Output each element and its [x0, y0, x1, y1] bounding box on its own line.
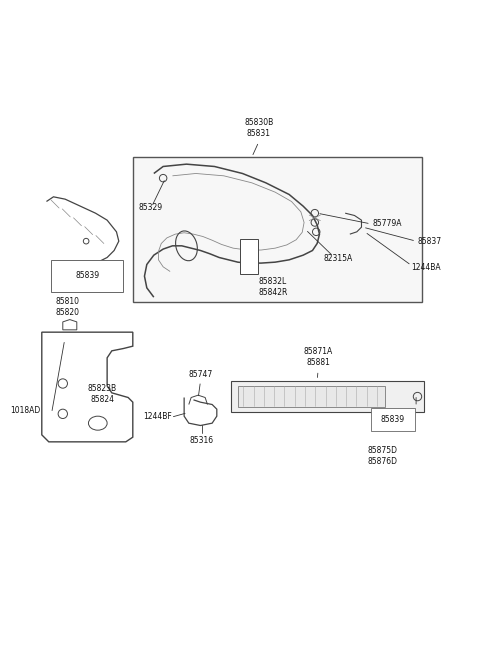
Text: 85823B
85824: 85823B 85824 — [88, 384, 117, 404]
Bar — [240, 239, 258, 274]
Text: 85837: 85837 — [418, 236, 442, 246]
Text: 85747: 85747 — [188, 370, 213, 379]
Bar — [238, 386, 385, 407]
Bar — [51, 260, 123, 293]
Text: 85875D
85876D: 85875D 85876D — [368, 445, 397, 466]
Text: 1244BA: 1244BA — [411, 263, 441, 272]
Text: 85839: 85839 — [75, 271, 99, 280]
Text: 1018AD: 1018AD — [11, 406, 41, 415]
Text: 85832L
85842R: 85832L 85842R — [258, 277, 288, 297]
Bar — [133, 157, 422, 302]
Text: 82315A: 82315A — [323, 254, 352, 263]
Bar — [231, 381, 424, 411]
Text: 85839: 85839 — [381, 415, 405, 424]
Bar — [371, 408, 415, 431]
Text: 85810
85820: 85810 85820 — [56, 297, 80, 318]
Text: 85779A: 85779A — [372, 219, 402, 229]
Text: 85329: 85329 — [139, 202, 163, 212]
Text: 85316: 85316 — [190, 436, 214, 445]
Text: 1244BF: 1244BF — [143, 412, 171, 421]
Text: 85871A
85881: 85871A 85881 — [303, 347, 333, 367]
Text: 85830B
85831: 85830B 85831 — [244, 119, 274, 138]
